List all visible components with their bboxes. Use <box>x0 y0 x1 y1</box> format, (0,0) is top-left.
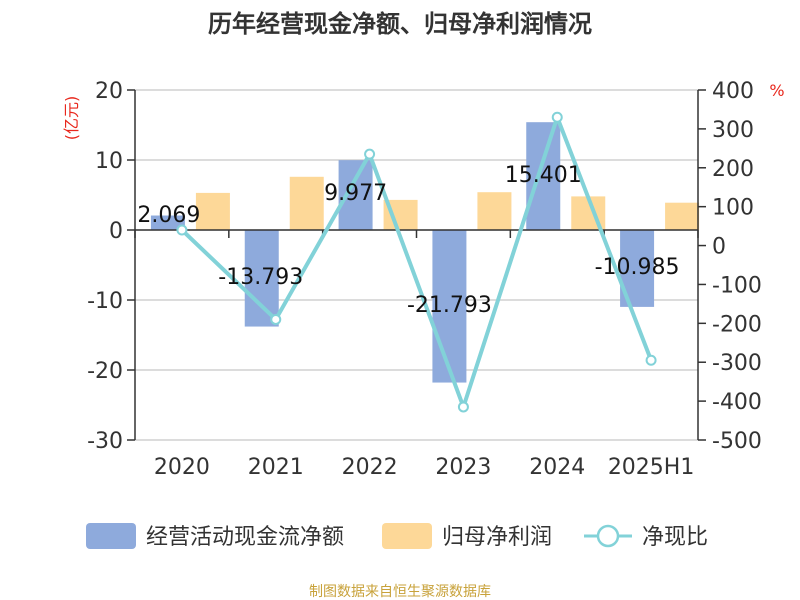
cashflow-data-label: 2.069 <box>137 203 200 228</box>
bar-net-profit <box>665 202 700 230</box>
left-tick-label: 20 <box>95 79 123 104</box>
x-tick-label: 2021 <box>248 455 304 480</box>
bar-series <box>150 122 700 383</box>
bar-net-profit <box>195 192 230 230</box>
legend-swatch <box>86 523 136 549</box>
ratio-point <box>551 111 563 123</box>
bar-operating-cashflow <box>432 230 467 383</box>
legend-marker <box>596 524 620 548</box>
bar-operating-cashflow <box>150 215 185 230</box>
left-tick-label: -10 <box>87 289 123 314</box>
right-tick-label: 100 <box>712 196 754 221</box>
bar-operating-cashflow <box>526 122 561 230</box>
right-tick-label: -300 <box>712 351 762 376</box>
legend-label: 归母净利润 <box>442 525 552 550</box>
axes <box>127 89 706 441</box>
legend-label: 经营活动现金流净额 <box>146 525 344 550</box>
left-tick-label: 0 <box>109 219 123 244</box>
chart-title: 历年经营现金净额、归母净利润情况 <box>208 10 592 38</box>
bar-operating-cashflow <box>244 230 279 327</box>
data-labels: 2.069 -13.793 9.977 -21.793 15.401 -10.985 <box>137 163 679 318</box>
legend-swatch <box>382 523 432 549</box>
cashflow-data-label: 9.977 <box>324 181 387 206</box>
right-axis-unit: % <box>769 81 784 100</box>
right-tick-label: -500 <box>712 429 762 454</box>
left-axis-unit: (亿元) <box>62 96 81 141</box>
x-tick-label: 2025H1 <box>608 455 695 480</box>
right-tick-label: 0 <box>712 235 726 260</box>
ratio-point <box>364 148 376 160</box>
x-tick-label: 2023 <box>435 455 491 480</box>
right-tick-label: 300 <box>712 118 754 143</box>
bar-net-profit <box>289 176 324 230</box>
left-tick-label: -30 <box>87 429 123 454</box>
cashflow-data-label: -21.793 <box>407 293 492 318</box>
legend-label: 净现比 <box>642 525 708 550</box>
right-tick-label: -100 <box>712 273 762 298</box>
cashflow-data-label: -13.793 <box>218 265 303 290</box>
cashflow-data-label: 15.401 <box>505 163 582 188</box>
right-tick-label: 400 <box>712 79 754 104</box>
ratio-point <box>645 354 657 366</box>
source-note: 制图数据来自恒生聚源数据库 <box>309 584 491 600</box>
x-tick-label: 2022 <box>342 455 398 480</box>
cashflow-data-label: -10.985 <box>595 255 680 280</box>
x-tick-label: 2024 <box>529 455 585 480</box>
ratio-point <box>270 313 282 325</box>
ratio-point <box>176 224 188 236</box>
legend: 经营活动现金流净额 归母净利润 净现比 <box>86 523 708 550</box>
ratio-point <box>457 401 469 413</box>
right-tick-label: -400 <box>712 390 762 415</box>
x-tick-label: 2020 <box>154 455 210 480</box>
left-tick-label: -20 <box>87 359 123 384</box>
right-tick-label: -200 <box>712 312 762 337</box>
left-tick-label: 10 <box>95 149 123 174</box>
bar-net-profit <box>477 192 512 230</box>
ratio-line-series <box>176 111 657 413</box>
ratio-line <box>180 115 653 409</box>
tick-labels: 20100-10-20-304003002001000-100-200-300-… <box>87 79 762 480</box>
right-tick-label: 200 <box>712 157 754 182</box>
